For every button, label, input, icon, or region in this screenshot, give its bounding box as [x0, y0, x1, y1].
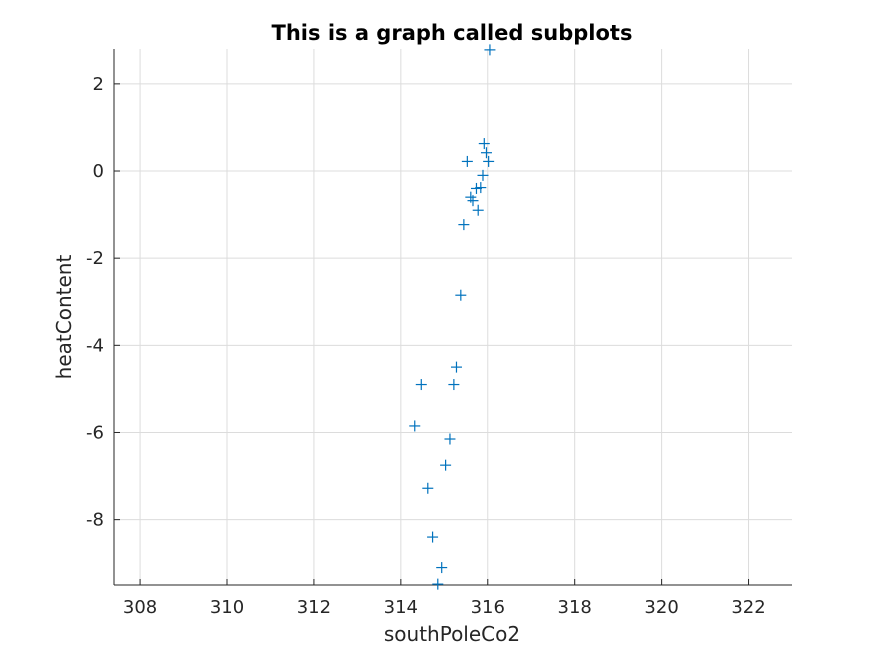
data-point — [432, 578, 444, 590]
data-points — [409, 44, 496, 590]
data-point — [409, 420, 421, 432]
data-point — [467, 195, 479, 207]
x-axis-label: southPoleCo2 — [384, 622, 520, 646]
y-tick-label: -8 — [86, 510, 104, 531]
data-point — [444, 433, 456, 445]
x-tick-label: 316 — [471, 597, 505, 618]
x-tick-label: 308 — [123, 597, 157, 618]
y-tick-label: 2 — [93, 74, 104, 95]
y-tick-label: 0 — [93, 161, 104, 182]
data-point — [475, 182, 487, 194]
data-point — [450, 361, 462, 373]
x-tick-label: 312 — [297, 597, 331, 618]
x-tick-label: 318 — [558, 597, 592, 618]
data-point — [448, 379, 460, 391]
ticks: 308 310 312 314 316 318 320 322 2 0 -2 -4 -6 -8 — [86, 74, 766, 618]
data-point — [427, 531, 439, 543]
data-point — [480, 147, 492, 159]
data-point — [470, 182, 482, 194]
data-point — [440, 459, 452, 471]
data-point — [484, 44, 496, 56]
x-tick-label: 310 — [210, 597, 244, 618]
data-point — [461, 155, 473, 167]
x-tick-label: 322 — [731, 597, 765, 618]
y-axis-label: heatContent — [52, 255, 76, 380]
y-tick-label: -2 — [86, 248, 104, 269]
data-point — [483, 155, 495, 167]
data-point — [458, 219, 470, 231]
data-point — [477, 169, 489, 181]
grid — [114, 49, 792, 585]
data-point — [455, 289, 467, 301]
data-point — [422, 482, 434, 494]
data-point — [415, 379, 427, 391]
x-tick-label: 314 — [384, 597, 418, 618]
data-point — [478, 138, 490, 150]
y-tick-label: -4 — [86, 335, 104, 356]
data-point — [472, 204, 484, 216]
x-tick-label: 320 — [644, 597, 678, 618]
data-point — [436, 562, 448, 574]
chart-title: This is a graph called subplots — [272, 21, 633, 45]
y-tick-label: -6 — [86, 422, 104, 443]
